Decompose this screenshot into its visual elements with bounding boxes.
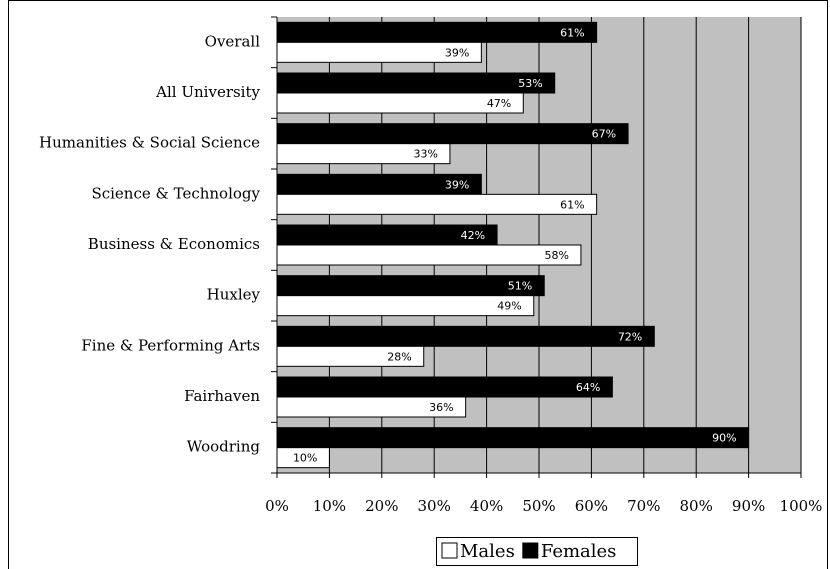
value-label: 10%	[293, 452, 317, 465]
legend-swatch	[522, 542, 539, 559]
value-label: 72%	[618, 330, 642, 343]
value-label: 90%	[712, 432, 736, 445]
value-label: 39%	[445, 178, 469, 191]
bar	[276, 275, 545, 297]
bar	[276, 447, 330, 469]
bar	[276, 396, 467, 418]
legend-label: Males	[460, 541, 515, 562]
x-tick-label: 50%	[522, 497, 555, 515]
value-label: 64%	[576, 381, 600, 394]
legend-label: Females	[541, 541, 617, 562]
bar	[276, 295, 535, 317]
value-label: 51%	[508, 280, 532, 293]
category-label: All University	[155, 83, 260, 101]
bar	[276, 92, 524, 114]
bar	[276, 143, 451, 165]
bar	[276, 376, 613, 398]
bar	[276, 325, 655, 347]
value-label: 42%	[461, 229, 485, 242]
value-label: 49%	[497, 300, 521, 313]
x-tick-label: 70%	[627, 497, 660, 515]
category-label: Humanities & Social Science	[39, 134, 260, 152]
bar	[276, 123, 629, 145]
value-label: 67%	[592, 128, 616, 141]
value-label: 39%	[445, 46, 469, 59]
value-label: 36%	[429, 401, 453, 414]
x-tick-label: 10%	[313, 497, 346, 515]
bar	[276, 193, 598, 215]
value-label: 28%	[387, 350, 411, 363]
legend-swatch	[441, 542, 458, 559]
bar	[276, 244, 582, 266]
value-label: 58%	[544, 249, 568, 262]
category-label: Fairhaven	[184, 387, 260, 405]
category-label: Overall	[205, 32, 261, 50]
x-tick-label: 100%	[780, 497, 823, 515]
value-label: 47%	[487, 97, 511, 110]
x-tick-label: 90%	[732, 497, 765, 515]
value-label: 61%	[560, 26, 584, 39]
category-label: Fine & Performing Arts	[81, 336, 260, 354]
bar	[276, 41, 482, 63]
bar	[276, 345, 425, 367]
value-label: 53%	[518, 77, 542, 90]
x-tick-label: 60%	[575, 497, 608, 515]
value-label: 61%	[560, 198, 584, 211]
x-tick-label: 0%	[265, 497, 289, 515]
category-label: Business & Economics	[88, 235, 260, 253]
x-tick-label: 30%	[418, 497, 451, 515]
category-label: Science & Technology	[91, 184, 260, 202]
bar	[276, 427, 750, 449]
x-tick-label: 80%	[680, 497, 713, 515]
category-label: Huxley	[207, 286, 261, 304]
x-tick-label: 20%	[365, 497, 398, 515]
bar	[276, 21, 598, 43]
x-tick-label: 40%	[470, 497, 503, 515]
category-label: Woodring	[187, 438, 261, 456]
value-label: 33%	[413, 148, 437, 161]
bar	[276, 72, 556, 94]
